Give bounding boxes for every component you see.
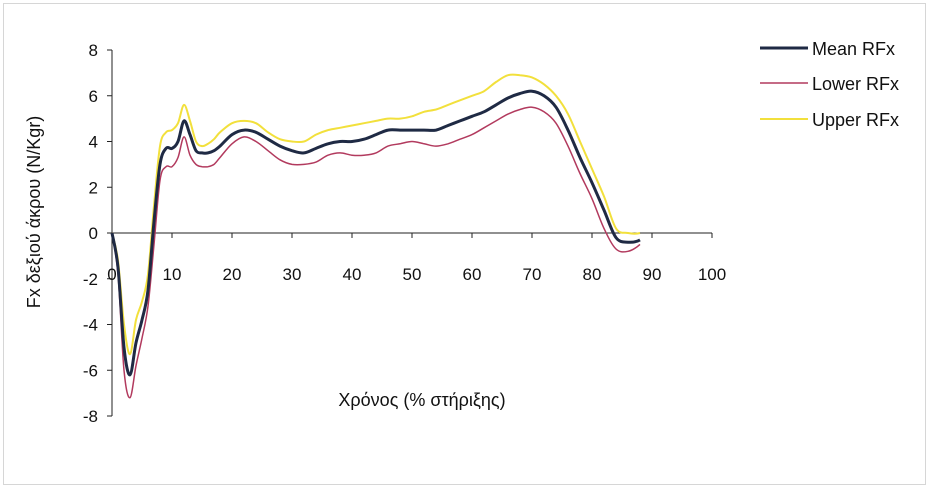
x-tick-label: 90 bbox=[643, 265, 662, 284]
series-line-mean-rfx bbox=[110, 89, 641, 377]
x-tick-label: 100 bbox=[698, 265, 726, 284]
x-tick-label: 40 bbox=[343, 265, 362, 284]
y-tick-label: 8 bbox=[89, 41, 98, 60]
x-axis: 0 10 20 30 40 50 60 70 80 90 100 bbox=[107, 232, 726, 284]
y-axis: 8 6 4 2 0 -2 -4 -6 -8 bbox=[83, 41, 113, 426]
y-tick-label: 6 bbox=[89, 87, 98, 106]
series-line-upper-rfx bbox=[111, 73, 641, 356]
x-tick-label: 60 bbox=[463, 265, 482, 284]
x-tick-label: 70 bbox=[523, 265, 542, 284]
y-axis-title: Fx δεξιού άκρου (N/Kgr) bbox=[24, 116, 44, 308]
x-tick-label: 10 bbox=[163, 265, 182, 284]
series-lines bbox=[110, 73, 641, 399]
x-tick-label: 20 bbox=[223, 265, 242, 284]
y-tick-label: -2 bbox=[83, 270, 98, 289]
series-line-lower-rfx bbox=[111, 106, 641, 399]
x-tick-label: 50 bbox=[403, 265, 422, 284]
y-tick-label: 2 bbox=[89, 178, 98, 197]
legend: Mean RFx Lower RFx Upper RFx bbox=[760, 39, 899, 130]
legend-item-mean: Mean RFx bbox=[760, 39, 895, 59]
x-tick-label: 0 bbox=[107, 265, 116, 284]
x-tick-label: 30 bbox=[283, 265, 302, 284]
legend-item-lower: Lower RFx bbox=[760, 74, 899, 94]
legend-label-lower: Lower RFx bbox=[812, 74, 899, 94]
legend-label-upper: Upper RFx bbox=[812, 110, 899, 130]
x-axis-title: Χρόνος (% στήριξης) bbox=[338, 390, 505, 410]
y-tick-label: -6 bbox=[83, 361, 98, 380]
y-tick-label: 0 bbox=[89, 224, 98, 243]
x-tick-label: 80 bbox=[583, 265, 602, 284]
y-tick-label: -8 bbox=[83, 407, 98, 426]
y-tick-label: -4 bbox=[83, 316, 98, 335]
legend-item-upper: Upper RFx bbox=[760, 110, 899, 130]
legend-label-mean: Mean RFx bbox=[812, 39, 895, 59]
y-tick-label: 4 bbox=[89, 133, 98, 152]
